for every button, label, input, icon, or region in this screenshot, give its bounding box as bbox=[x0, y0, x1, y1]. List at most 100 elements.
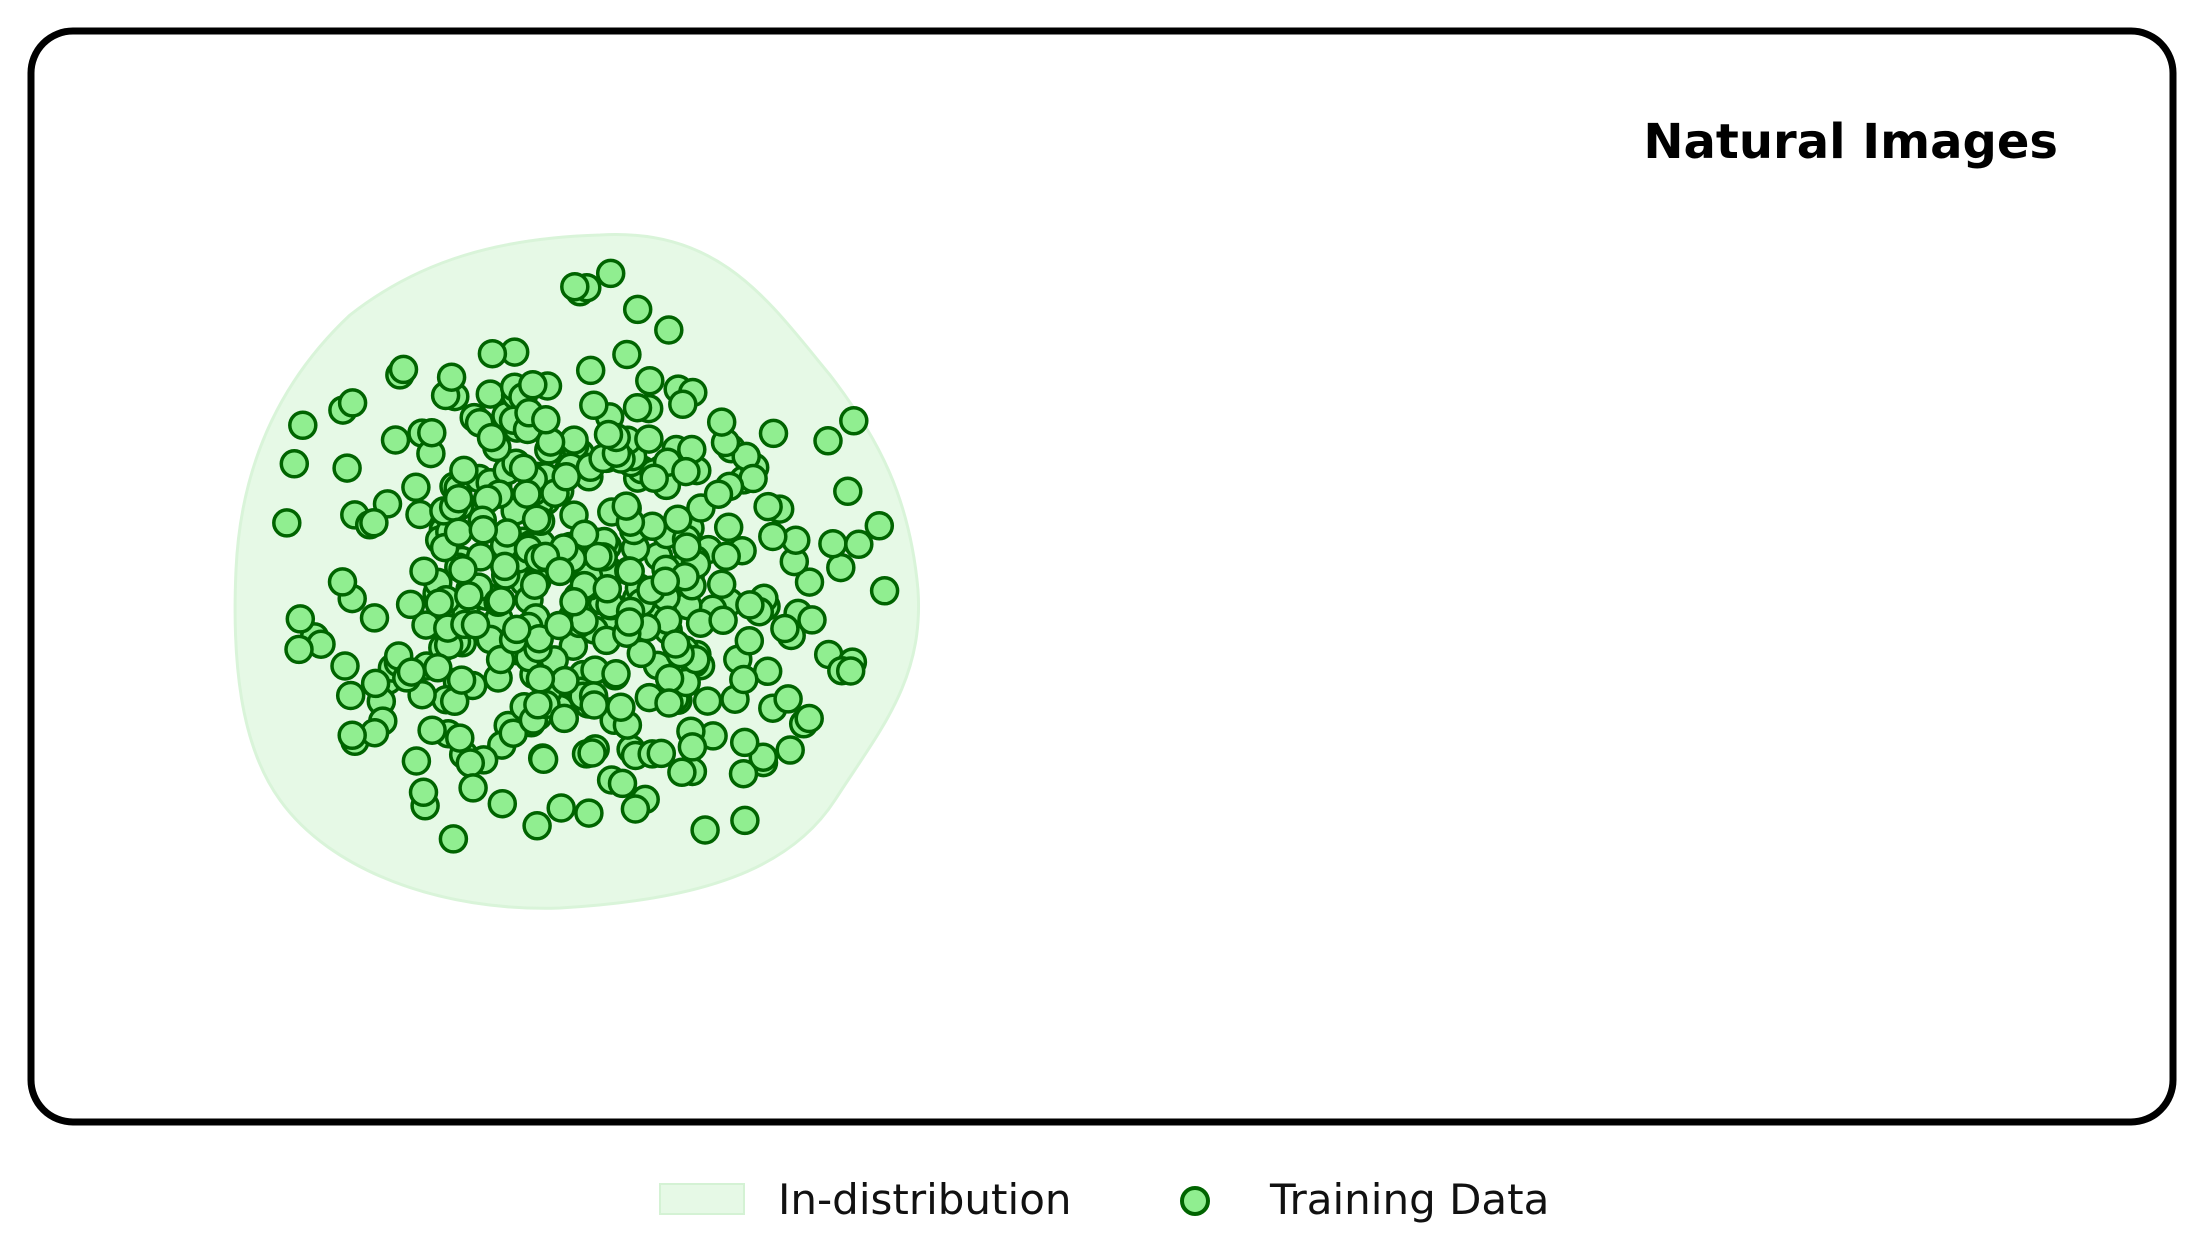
training-data-point bbox=[634, 424, 664, 454]
training-data-points bbox=[272, 258, 900, 854]
training-data-point bbox=[486, 586, 516, 616]
training-data-point bbox=[487, 788, 518, 819]
training-data-point bbox=[612, 339, 642, 370]
training-data-point bbox=[477, 338, 508, 369]
training-data-point bbox=[692, 686, 723, 716]
training-data-point bbox=[448, 554, 478, 585]
training-data-point bbox=[671, 456, 701, 487]
training-data-point bbox=[650, 566, 681, 597]
legend-label-training-data: Training Data bbox=[1269, 1175, 1549, 1224]
training-data-point bbox=[667, 757, 697, 788]
training-data-point bbox=[579, 390, 609, 421]
training-data-point bbox=[818, 528, 848, 559]
training-data-point bbox=[729, 664, 759, 695]
training-data-point bbox=[577, 738, 607, 768]
training-data-point bbox=[833, 476, 863, 507]
training-data-point bbox=[443, 483, 474, 514]
training-data-point bbox=[531, 405, 561, 435]
training-data-point bbox=[794, 703, 824, 734]
training-data-point bbox=[359, 508, 389, 538]
training-data-point bbox=[646, 738, 677, 769]
training-data-point bbox=[797, 605, 827, 635]
training-data-point bbox=[734, 626, 765, 656]
legend: In-distribution Training Data bbox=[659, 1175, 1549, 1224]
training-data-point bbox=[551, 462, 581, 492]
training-data-point bbox=[455, 748, 486, 778]
training-data-point bbox=[476, 422, 507, 453]
training-data-point bbox=[839, 406, 869, 436]
training-data-point bbox=[436, 362, 467, 392]
training-data-point bbox=[460, 610, 491, 640]
training-data-point bbox=[395, 589, 426, 620]
training-data-point bbox=[654, 663, 685, 694]
training-data-point bbox=[672, 532, 702, 562]
training-data-point bbox=[708, 605, 738, 636]
training-data-point bbox=[607, 768, 638, 799]
training-data-point bbox=[443, 517, 474, 547]
training-data-point bbox=[544, 610, 574, 641]
training-data-point bbox=[417, 715, 447, 745]
training-data-point bbox=[401, 472, 431, 503]
training-data-point bbox=[706, 569, 737, 600]
training-data-point bbox=[359, 603, 390, 633]
training-data-point bbox=[660, 629, 691, 659]
training-data-point bbox=[519, 570, 550, 600]
training-data-point bbox=[424, 588, 454, 618]
training-data-point bbox=[518, 370, 548, 400]
training-data-point bbox=[794, 567, 825, 597]
training-data-point bbox=[512, 479, 542, 509]
training-data-point bbox=[332, 453, 362, 483]
training-data-point bbox=[622, 294, 653, 325]
training-data-point bbox=[521, 504, 552, 535]
training-data-point bbox=[492, 518, 522, 548]
training-data-point bbox=[525, 664, 556, 694]
training-data-point bbox=[446, 665, 477, 695]
training-data-point bbox=[574, 798, 604, 828]
training-data-point bbox=[735, 590, 765, 620]
training-data-point bbox=[417, 417, 447, 448]
legend-label-in-distribution: In-distribution bbox=[778, 1175, 1072, 1224]
training-data-point bbox=[593, 419, 624, 450]
training-data-point bbox=[330, 651, 360, 681]
training-data-point bbox=[770, 613, 800, 644]
training-data-point bbox=[396, 657, 427, 687]
training-data-point bbox=[327, 567, 358, 597]
training-data-point bbox=[611, 491, 642, 521]
training-data-point bbox=[663, 504, 693, 534]
training-data-point bbox=[575, 355, 606, 386]
training-data-point bbox=[606, 692, 636, 722]
training-data-point bbox=[690, 815, 720, 845]
training-data-point bbox=[711, 541, 741, 572]
training-data-point bbox=[559, 587, 589, 617]
training-data-point bbox=[523, 690, 553, 720]
training-data-point bbox=[835, 656, 866, 686]
training-data-point bbox=[706, 407, 737, 437]
training-data-point bbox=[729, 727, 760, 758]
training-data-point bbox=[864, 511, 895, 541]
training-data-point bbox=[752, 656, 783, 687]
training-data-point bbox=[449, 455, 479, 486]
training-data-point bbox=[869, 576, 900, 606]
training-data-point bbox=[635, 365, 665, 396]
training-data-point bbox=[579, 690, 609, 720]
training-data-point bbox=[502, 614, 532, 645]
training-data-point bbox=[408, 777, 439, 808]
training-data-point bbox=[284, 634, 314, 665]
training-data-point bbox=[438, 824, 469, 854]
training-data-point bbox=[758, 418, 789, 449]
training-data-point bbox=[337, 720, 367, 751]
training-data-point bbox=[595, 258, 626, 289]
training-data-point bbox=[279, 449, 310, 479]
training-data-point bbox=[360, 668, 391, 699]
training-data-point bbox=[445, 723, 475, 753]
training-data-point bbox=[545, 556, 575, 587]
training-data-point bbox=[388, 354, 419, 385]
panel-title: Natural Images bbox=[1643, 114, 2058, 170]
training-data-point bbox=[615, 556, 645, 587]
training-data-point bbox=[380, 425, 411, 455]
training-data-point bbox=[405, 499, 435, 530]
training-data-point bbox=[490, 551, 520, 582]
training-data-point bbox=[454, 581, 484, 611]
training-data-point bbox=[560, 271, 590, 302]
